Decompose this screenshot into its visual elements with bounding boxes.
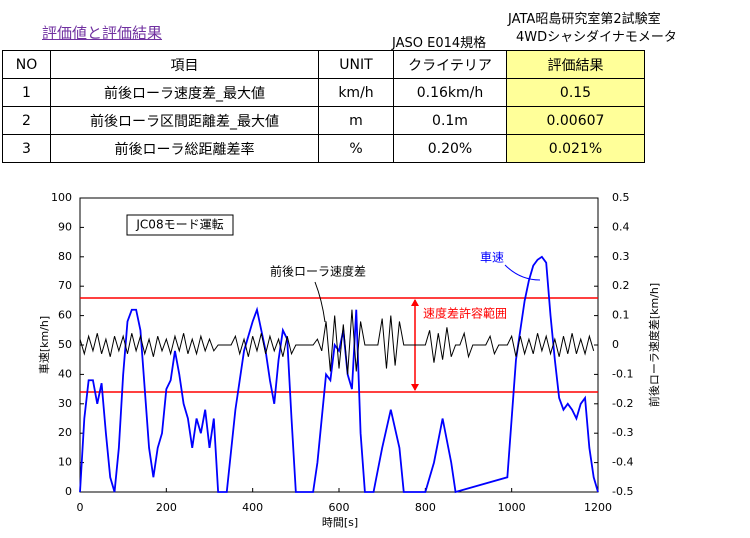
y-tick-label: 50 (58, 338, 72, 351)
arrow-head (411, 298, 419, 392)
series-label: 車速 (480, 251, 504, 265)
cell: 0.1m (393, 106, 507, 135)
mode-box (126, 214, 234, 236)
cell: 3 (2, 134, 51, 163)
x-tick-label: 200 (156, 501, 177, 514)
cell: km/h (318, 78, 394, 107)
y2-tick-label: 0.5 (612, 191, 630, 204)
x-axis-label: 時間[s] (322, 516, 358, 529)
cell: 0.15 (506, 78, 645, 107)
plot-frame (79, 197, 599, 493)
y2-tick-label: 0 (612, 338, 619, 351)
x-tick-label: 1200 (584, 501, 612, 514)
x-tick-label: 1000 (498, 501, 526, 514)
y2-tick-label: 0.1 (612, 309, 630, 322)
th: クライテリア (393, 50, 507, 79)
x-tick-label: 0 (77, 501, 84, 514)
y2-axis-label: 前後ローラ速度差[km/h] (647, 283, 661, 407)
y2-tick-label: 0.4 (612, 220, 630, 233)
th: 評価結果 (506, 50, 645, 79)
cell: % (318, 134, 394, 163)
y2-tick-label: 0.2 (612, 279, 630, 292)
x-tick-label: 800 (415, 501, 436, 514)
limit-label: 速度差許容範囲 (423, 305, 507, 320)
y2-tick-label: -0.5 (612, 485, 633, 498)
y2-tick-label: -0.1 (612, 367, 633, 380)
standard: JASO E014規格 (392, 36, 487, 51)
cell: 0.20% (393, 134, 507, 163)
x-tick-label: 600 (329, 501, 350, 514)
y-tick-label: 40 (58, 367, 72, 380)
y-axis-label: 車速[km/h] (37, 316, 51, 374)
cell: 0.00607 (506, 106, 645, 135)
y-tick-label: 90 (58, 220, 72, 233)
cell: 0.16km/h (393, 78, 507, 107)
th: UNIT (318, 50, 394, 79)
lab: JATA昭島研究室第2試験室 (508, 12, 661, 27)
y2-tick-label: -0.2 (612, 397, 633, 410)
y2-tick-label: -0.3 (612, 426, 633, 439)
y-tick-label: 80 (58, 250, 72, 263)
y-tick-label: 10 (58, 456, 72, 469)
y-tick-label: 70 (58, 279, 72, 292)
x-tick-label: 400 (242, 501, 263, 514)
cell: m (318, 106, 394, 135)
cell: 前後ローラ総距離差率 (50, 134, 319, 163)
cell: 1 (2, 78, 51, 107)
pointer (314, 281, 326, 323)
result-table: NO 項目 UNIT クライテリア 評価結果 1 前後ローラ速度差_最大値 km/h 0.16… (2, 50, 645, 163)
y-tick-label: 0 (65, 485, 72, 498)
y2-tick-label: 0.3 (612, 250, 630, 263)
equipment: 4WDシャシダイナモメータ (516, 30, 677, 45)
title: 評価値と評価結果 (42, 24, 163, 42)
y2-tick-label: -0.4 (612, 456, 633, 469)
cell: 0.021% (506, 134, 645, 163)
series-line (79, 255, 599, 494)
series-label: 前後ローラ速度差 (270, 264, 366, 279)
series-line (79, 309, 595, 375)
cell: 前後ローラ速度差_最大値 (50, 78, 319, 107)
mode-label: JC08モード運転 (135, 218, 223, 232)
cell: 前後ローラ区間距離差_最大値 (50, 106, 319, 135)
th: 項目 (50, 50, 319, 79)
y-tick-label: 60 (58, 309, 72, 322)
y-tick-label: 20 (58, 426, 72, 439)
th: NO (2, 50, 51, 79)
pointer (504, 264, 541, 281)
cell: 2 (2, 106, 51, 135)
y-tick-label: 100 (51, 191, 72, 204)
y-tick-label: 30 (58, 397, 72, 410)
